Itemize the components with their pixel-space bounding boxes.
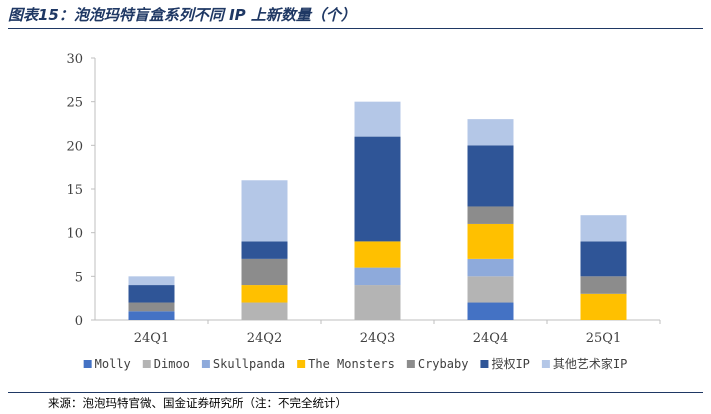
legend-swatch: [541, 360, 550, 368]
bar-segment-24Q1-Crybaby: [128, 302, 175, 312]
bar-segment-24Q4-Dimoo: [467, 276, 514, 303]
source-divider: [8, 392, 703, 393]
figure-title: 图表15：泡泡玛特盲盒系列不同 IP 上新数量（个）: [8, 6, 356, 24]
title-divider: [8, 28, 703, 29]
bar-segment-24Q4-The Monsters: [467, 223, 514, 259]
y-tick-label: 0: [75, 314, 83, 329]
legend-label: 其他艺术家IP: [553, 356, 627, 371]
legend-item: 授权IP: [480, 356, 530, 371]
legend-item: Crybaby: [406, 357, 469, 371]
bar-segment-24Q3-授权IP: [354, 136, 401, 242]
bar-segment-24Q4-Skullpanda: [467, 258, 514, 277]
bar-segment-24Q1-其他艺术家IP: [128, 276, 175, 286]
bar-segment-25Q1-The Monsters: [580, 293, 627, 320]
bar-segment-24Q4-Molly: [467, 302, 514, 320]
bar-segment-24Q1-Molly: [128, 311, 175, 320]
bar-segment-24Q2-Crybaby: [241, 258, 288, 286]
legend-label: The Monsters: [308, 357, 395, 371]
legend-item: Skullpanda: [201, 357, 285, 371]
bar-segment-24Q3-其他艺术家IP: [354, 101, 401, 137]
x-tick-label: 24Q4: [473, 331, 508, 346]
bar-segment-24Q3-Dimoo: [354, 285, 401, 320]
bar-segment-24Q2-授权IP: [241, 241, 288, 259]
bar-segment-24Q2-Dimoo: [241, 302, 288, 320]
x-tick-label: 25Q1: [586, 331, 621, 346]
bar-segment-24Q4-Crybaby: [467, 206, 514, 224]
y-tick-label: 25: [66, 96, 83, 111]
bar-segment-24Q3-Skullpanda: [354, 267, 401, 286]
y-tick-label: 10: [66, 227, 83, 242]
bar-segment-25Q1-Crybaby: [580, 276, 627, 294]
legend-swatch: [83, 360, 92, 368]
bar-segment-25Q1-其他艺术家IP: [580, 215, 627, 242]
legend-item: Molly: [83, 357, 131, 371]
bar-segment-24Q4-其他艺术家IP: [467, 119, 514, 146]
source-note: 来源：泡泡玛特官微、国金证券研究所（注：不完全统计）: [48, 396, 347, 410]
x-tick-label: 24Q1: [134, 331, 169, 346]
legend-item: 其他艺术家IP: [541, 356, 627, 371]
x-tick-label: 24Q3: [360, 331, 395, 346]
y-tick-label: 30: [66, 52, 83, 67]
y-tick-label: 20: [66, 139, 83, 154]
bar-segment-25Q1-授权IP: [580, 241, 627, 277]
legend-label: Molly: [95, 357, 131, 371]
x-tick-label: 24Q2: [247, 331, 282, 346]
legend-label: Crybaby: [418, 357, 469, 371]
legend-swatch: [142, 360, 151, 368]
legend-swatch: [297, 360, 306, 368]
legend-swatch: [480, 360, 489, 368]
y-tick-label: 5: [75, 270, 83, 285]
bar-segment-24Q1-授权IP: [128, 285, 175, 303]
y-tick-label: 15: [66, 183, 83, 198]
bar-segment-24Q3-The Monsters: [354, 241, 401, 268]
legend-label: Skullpanda: [213, 357, 285, 371]
legend-swatch: [201, 360, 210, 368]
legend-item: Dimoo: [142, 357, 190, 371]
legend-label: Dimoo: [154, 357, 190, 371]
legend-swatch: [406, 360, 415, 368]
bar-segment-24Q4-授权IP: [467, 145, 514, 207]
legend-label: 授权IP: [491, 356, 529, 371]
bar-segment-24Q2-The Monsters: [241, 285, 288, 303]
legend-item: The Monsters: [297, 357, 395, 371]
bar-segment-24Q2-其他艺术家IP: [241, 180, 288, 242]
